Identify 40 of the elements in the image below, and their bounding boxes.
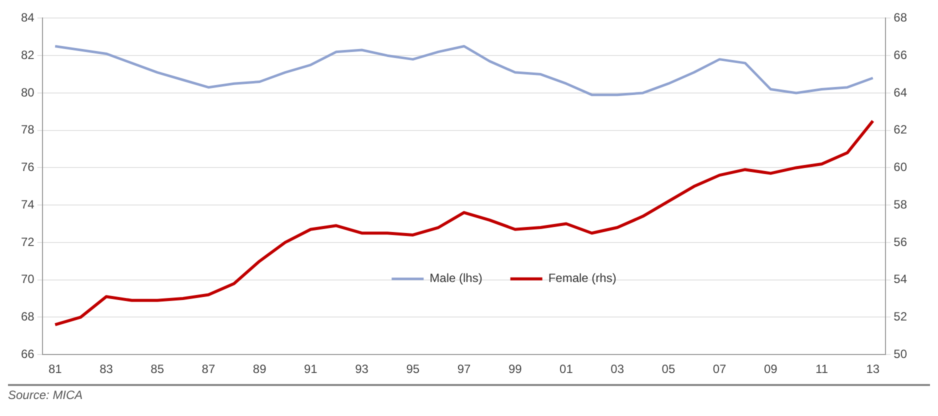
y2-tick-label: 62 [894,122,908,137]
x-tick-label: 09 [764,362,778,376]
y2-tick-label: 58 [894,197,908,212]
y2-tick-label: 64 [894,85,908,100]
y-tick-label: 70 [20,272,35,286]
y2-tick-label: 66 [894,48,908,62]
y-tick-label: 82 [20,48,35,62]
y2-tick-label: 60 [894,160,908,174]
y2-tick-label: 56 [894,234,908,249]
y-tick-label: 66 [20,346,35,361]
x-tick-label: 01 [560,362,574,376]
y2-tick-label: 68 [894,10,908,25]
y-tick-label: 84 [20,10,35,25]
legend-label: Female (rhs) [548,271,616,286]
x-tick-label: 97 [457,362,471,376]
x-tick-label: 05 [662,362,676,376]
x-tick-label: 83 [100,362,114,376]
x-tick-label: 93 [355,362,369,376]
x-tick-label: 95 [406,362,420,376]
x-tick-label: 87 [202,362,216,376]
x-tick-label: 13 [866,362,880,376]
x-tick-label: 11 [816,362,828,376]
x-tick-label: 85 [150,362,164,376]
x-tick-label: 07 [712,362,727,376]
x-tick-label: 81 [48,362,62,376]
x-tick-label: 89 [252,362,267,376]
y2-tick-label: 52 [894,310,908,324]
y2-tick-label: 50 [894,346,908,361]
y-tick-label: 78 [20,122,35,137]
y-tick-label: 80 [20,85,35,100]
source-note: Source: MICA [8,388,84,402]
x-tick-label: 91 [304,362,318,376]
x-tick-label: 99 [508,362,522,376]
y2-tick-label: 54 [894,272,908,286]
legend-label: Male (lhs) [430,271,482,286]
y-tick-label: 76 [20,160,35,174]
y-tick-label: 74 [20,197,35,212]
x-tick-label: 03 [610,362,624,376]
y-tick-label: 68 [20,310,35,324]
y-tick-label: 72 [20,234,35,249]
